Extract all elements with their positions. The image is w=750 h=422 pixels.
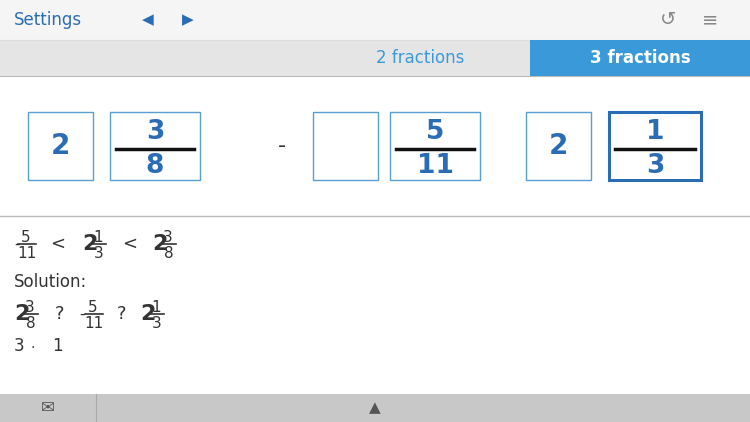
Text: 5: 5 — [88, 300, 98, 314]
Text: Settings: Settings — [14, 11, 82, 29]
Text: 8: 8 — [164, 246, 174, 260]
Text: 5: 5 — [426, 119, 444, 146]
Text: 3: 3 — [152, 316, 162, 330]
Text: 2: 2 — [548, 132, 568, 160]
Text: 8: 8 — [26, 316, 36, 330]
Bar — [28, 112, 92, 180]
Text: 3: 3 — [26, 300, 34, 314]
Text: ·: · — [31, 341, 35, 355]
Text: 3: 3 — [146, 119, 164, 146]
Text: 11: 11 — [84, 316, 104, 330]
Text: ↺: ↺ — [660, 11, 676, 30]
Text: 2: 2 — [152, 234, 167, 254]
Text: 11: 11 — [17, 246, 37, 260]
Text: 8: 8 — [146, 154, 164, 179]
Text: 1: 1 — [93, 230, 103, 244]
Text: ≡: ≡ — [702, 11, 718, 30]
Text: ?: ? — [117, 305, 127, 323]
Text: 3: 3 — [14, 337, 25, 355]
Bar — [0, 0, 750, 40]
Text: 2: 2 — [82, 234, 98, 254]
Bar — [0, 76, 750, 216]
Bar — [526, 112, 590, 180]
Text: ▶: ▶ — [182, 13, 194, 27]
Text: 2: 2 — [14, 304, 29, 324]
Text: -: - — [278, 136, 286, 156]
Text: Solution:: Solution: — [14, 273, 87, 291]
Bar — [0, 394, 750, 422]
Text: 1: 1 — [52, 337, 62, 355]
Text: -: - — [79, 306, 85, 322]
Text: 11: 11 — [416, 154, 454, 179]
Text: ▲: ▲ — [369, 400, 381, 416]
Text: 2 fractions: 2 fractions — [376, 49, 464, 67]
Text: 3 fractions: 3 fractions — [590, 49, 690, 67]
Text: 1: 1 — [646, 119, 664, 146]
Text: 1: 1 — [152, 300, 160, 314]
Text: -: - — [14, 236, 20, 252]
Bar — [110, 112, 200, 180]
Bar — [390, 112, 480, 180]
Bar — [530, 40, 750, 76]
Text: ✉: ✉ — [41, 399, 55, 417]
Text: ?: ? — [56, 305, 64, 323]
Text: 2: 2 — [50, 132, 70, 160]
Text: <: < — [50, 235, 65, 253]
Text: <: < — [122, 235, 137, 253]
Text: 2: 2 — [140, 304, 155, 324]
Bar — [313, 112, 377, 180]
Text: 5: 5 — [21, 230, 31, 244]
Text: 3: 3 — [94, 246, 104, 260]
Bar — [609, 112, 701, 180]
Text: 3: 3 — [164, 230, 172, 244]
Text: 3: 3 — [646, 154, 664, 179]
Bar — [0, 216, 750, 394]
Bar — [0, 40, 750, 76]
Text: ◀: ◀ — [142, 13, 154, 27]
